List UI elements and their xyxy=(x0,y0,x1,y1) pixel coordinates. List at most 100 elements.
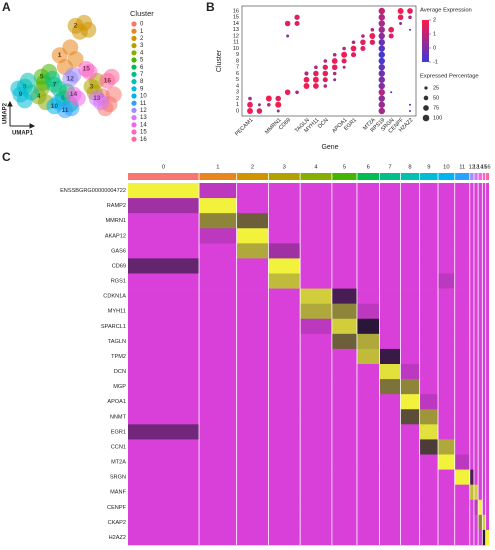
legend-label: 10 xyxy=(140,94,147,100)
point xyxy=(103,68,120,85)
heat-cell xyxy=(419,303,439,320)
heat-cell xyxy=(199,273,237,289)
heat-cell xyxy=(473,288,479,304)
heat-cell xyxy=(478,469,483,485)
size-legend-title: Expressed Percentage xyxy=(420,74,479,80)
heat-cell xyxy=(400,243,420,259)
point xyxy=(16,92,33,109)
heat-cell xyxy=(300,469,332,485)
legend-label: 5 xyxy=(140,58,144,64)
heat-cell xyxy=(356,484,380,501)
legend-label: 4 xyxy=(140,50,144,56)
legend-label: 3 xyxy=(140,43,144,49)
heat-cell xyxy=(128,424,200,440)
heat-cell xyxy=(236,258,269,274)
heat-cell xyxy=(379,183,401,199)
heat-cell xyxy=(300,424,332,440)
row-label: MANF xyxy=(110,490,126,496)
cluster-bar xyxy=(454,173,470,180)
heat-cell xyxy=(128,514,200,531)
heat-cell xyxy=(400,469,420,485)
colorbar-label: 2 xyxy=(433,17,436,23)
heat-cell xyxy=(469,183,474,199)
column-label: 4 xyxy=(314,165,318,171)
heat-cell xyxy=(478,243,483,259)
dot xyxy=(408,15,412,20)
heat-cell xyxy=(469,318,474,335)
cluster-label: 14 xyxy=(70,91,78,98)
heat-cell xyxy=(454,454,470,470)
heat-cell xyxy=(236,439,269,455)
heat-cell xyxy=(128,409,200,425)
heat-cell xyxy=(485,228,489,244)
heat-cell xyxy=(400,288,420,304)
heat-cell xyxy=(199,303,237,320)
heat-cell xyxy=(454,303,470,320)
heat-cell xyxy=(379,288,401,304)
cluster-label: 15 xyxy=(83,66,91,73)
legend-swatch xyxy=(131,43,137,49)
heat-cell xyxy=(356,333,380,350)
heat-cell xyxy=(482,273,486,289)
heat-cell xyxy=(236,273,269,289)
legend-swatch xyxy=(131,35,137,42)
heat-cell xyxy=(454,213,470,229)
heat-cell xyxy=(478,454,483,470)
heat-cell xyxy=(469,439,474,455)
heat-cell xyxy=(454,499,470,516)
heat-cell xyxy=(482,333,486,350)
heat-cell xyxy=(199,243,237,259)
heat-cell xyxy=(469,303,474,320)
row-label: CKAP2 xyxy=(108,520,126,526)
legend-label: 8 xyxy=(140,79,144,85)
heat-cell xyxy=(128,273,200,289)
dot xyxy=(388,26,395,33)
heat-cell xyxy=(469,348,474,365)
heat-cell xyxy=(268,454,301,470)
heat-cell xyxy=(482,394,486,410)
heat-cell xyxy=(438,439,455,455)
heat-cell xyxy=(356,514,380,531)
heat-cell xyxy=(454,318,470,335)
cluster-bar xyxy=(300,173,332,180)
heat-cell xyxy=(482,424,486,440)
legend-label: 1 xyxy=(140,29,144,35)
heat-cell xyxy=(128,469,200,485)
heat-cell xyxy=(482,228,486,244)
heat-cell xyxy=(199,379,237,395)
dot xyxy=(313,70,319,77)
cluster-label: 11 xyxy=(62,107,69,114)
legend-swatch xyxy=(131,21,137,27)
heat-cell xyxy=(379,424,401,440)
row-label: MYH11 xyxy=(108,309,126,315)
legend-swatch xyxy=(131,129,137,135)
heat-cell xyxy=(236,424,269,440)
cluster-bar xyxy=(419,173,439,180)
arrow-head xyxy=(7,100,36,129)
heat-cell xyxy=(478,273,483,289)
heat-cell xyxy=(128,333,200,350)
size-legend-label: 100 xyxy=(433,115,442,121)
dot xyxy=(257,103,261,107)
heat-cell xyxy=(473,303,479,320)
heat-cell xyxy=(400,198,420,214)
legend-swatch xyxy=(131,86,137,92)
heat-cell xyxy=(236,303,269,320)
heat-cell xyxy=(473,228,479,244)
heat-cell xyxy=(400,333,420,350)
heat-cell xyxy=(331,409,357,425)
heat-cell xyxy=(356,198,380,214)
heat-cell xyxy=(419,183,439,199)
heat-cell xyxy=(300,499,332,516)
heat-cell xyxy=(473,333,479,350)
column-label: 0 xyxy=(162,165,165,171)
dot xyxy=(284,20,291,27)
dot xyxy=(408,28,412,31)
heat-cell xyxy=(356,499,380,516)
cluster-bar xyxy=(400,173,420,180)
heat-cell xyxy=(454,514,470,531)
heat-cell xyxy=(356,183,380,199)
legend-label: 11 xyxy=(140,101,147,107)
heat-cell xyxy=(482,213,486,229)
point xyxy=(69,90,86,107)
